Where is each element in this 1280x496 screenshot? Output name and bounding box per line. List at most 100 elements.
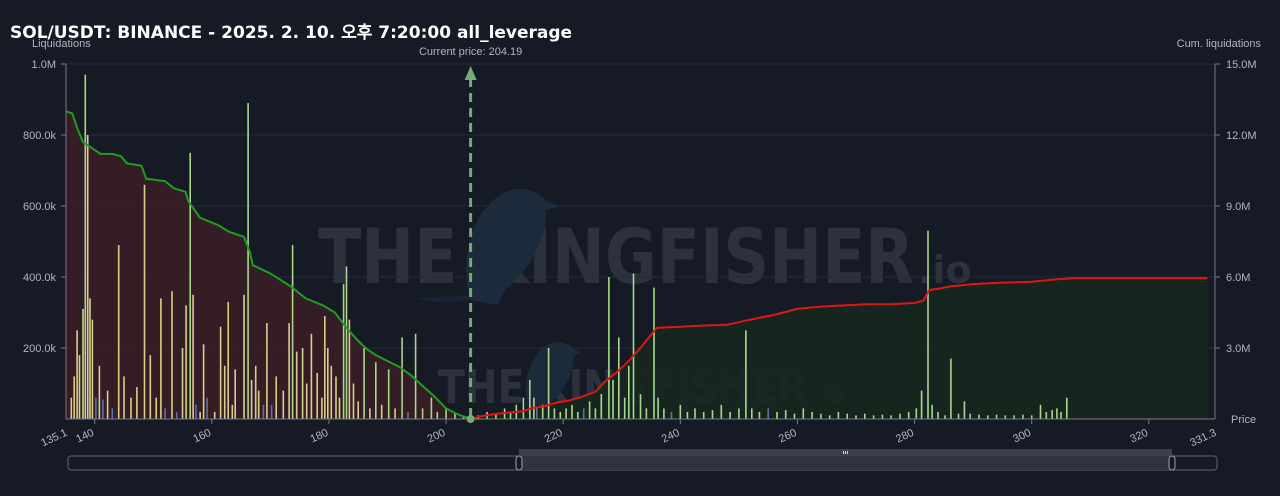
liquidation-bar (864, 413, 866, 419)
liquidation-bar (1056, 408, 1058, 419)
y-right-tick-label: 9.0M (1226, 201, 1250, 213)
x-tick-label: 300 (1011, 427, 1033, 446)
liquidation-bar (745, 330, 747, 420)
liquidation-bar (363, 348, 365, 419)
page-title: SOL/USDT: BINANCE - 2025. 2. 10. 오후 7:20… (10, 23, 573, 43)
liquidation-bar (618, 337, 620, 419)
liquidation-bar (559, 411, 562, 419)
navigator-left-handle[interactable] (515, 455, 523, 471)
liquidation-bar (522, 397, 525, 419)
liquidation-bar (117, 245, 120, 419)
liquidation-bar (628, 365, 630, 420)
liquidation-bar (143, 184, 146, 419)
liquidation-bar (394, 408, 396, 419)
liquidation-bar (937, 411, 939, 419)
liquidation-bar (645, 408, 648, 419)
liquidation-bar (91, 319, 94, 419)
liquidation-bar (192, 294, 194, 420)
liquidation-bar (181, 348, 184, 419)
liquidation-bar (95, 397, 97, 419)
liquidation-bar (588, 401, 591, 420)
liquidation-bar (784, 410, 787, 419)
liquidation-bar (612, 379, 614, 419)
range-navigator[interactable] (67, 449, 1218, 471)
liquidation-bar (907, 411, 910, 419)
liquidation-bar (547, 348, 550, 419)
liquidation-bar (541, 404, 544, 419)
liquidation-bar (316, 372, 318, 419)
liquidation-bar (1022, 414, 1024, 419)
liquidation-bar (1066, 397, 1068, 419)
liquidation-bar (357, 401, 359, 420)
liquidation-bar (639, 394, 642, 419)
liquidation-bar (776, 411, 778, 419)
liquidation-bar (369, 408, 371, 419)
liquidation-bar (811, 411, 813, 419)
liquidation-bar (199, 411, 201, 419)
liquidation-bar (702, 411, 705, 419)
liquidation-bar (301, 348, 304, 419)
liquidation-bar (445, 408, 447, 419)
liquidation-bar (73, 376, 75, 419)
liquidation-bar (969, 413, 971, 419)
liquidation-bar (565, 408, 567, 419)
liquidation-bar (430, 397, 433, 419)
liquidation-bar (189, 152, 191, 420)
liquidation-bar (553, 408, 556, 419)
liquidation-bar (282, 390, 285, 419)
liquidation-bar (380, 404, 383, 419)
current-price-label: Current price: 204.19 (419, 46, 522, 58)
liquidation-bar (1051, 410, 1053, 419)
long-cumulative-line (470, 277, 1208, 420)
y-tick-label: 200.0k (23, 343, 57, 355)
liquidation-bar (288, 323, 290, 419)
x-tick-label: 200 (426, 427, 448, 446)
liquidation-bar (653, 287, 655, 419)
x-axis-title: Price (1231, 414, 1256, 426)
liquidation-bar (436, 411, 439, 419)
liquidation-bar (820, 413, 822, 419)
liquidation-bar (657, 397, 659, 419)
liquidation-bar (266, 323, 268, 419)
liquidation-bar (758, 411, 761, 419)
x-tick-label: 240 (660, 427, 682, 446)
liquidation-bar (931, 404, 933, 419)
liquidation-bar (84, 74, 87, 419)
liquidation-bar (944, 415, 946, 419)
liquidation-bar (327, 348, 329, 419)
current-price-marker: Current price: 204.19 (419, 46, 522, 423)
liquidation-bar (881, 414, 884, 419)
liquidation-bar (149, 355, 152, 419)
liquidation-bar (729, 411, 731, 419)
liquidation-bar (751, 408, 753, 419)
liquidation-bar (632, 273, 635, 419)
liquidation-bar (305, 383, 308, 419)
current-price-arrow-icon (464, 66, 477, 80)
y-right-tick-label: 6.0M (1226, 272, 1250, 284)
liquidation-bar (223, 365, 226, 420)
liquidation-bar (130, 397, 132, 419)
liquidation-bar (407, 411, 409, 419)
liquidation-bar (686, 411, 689, 419)
y-tick-label: 1.0M (32, 59, 56, 71)
liquidation-bar (175, 411, 178, 419)
grip-icon[interactable] (843, 451, 848, 454)
liquidation-bar (1004, 415, 1007, 419)
navigator-selection[interactable] (519, 456, 1172, 470)
liquidation-bar (793, 413, 796, 419)
liquidation-bar (401, 337, 403, 419)
liquidation-bar (679, 404, 682, 419)
liquidation-bar (195, 404, 197, 419)
x-tick-label: 160 (191, 427, 213, 446)
long-liquidations-area (470, 278, 1208, 419)
liquidation-bar (310, 333, 313, 419)
liquidation-bar (70, 397, 73, 419)
liquidation-bar (206, 397, 208, 419)
liquidation-bar (582, 408, 585, 419)
current-price-dot (466, 415, 475, 423)
liquidation-bar (231, 404, 234, 419)
liquidation-bar (846, 413, 848, 419)
liquidation-bar (86, 135, 89, 419)
navigator-right-handle[interactable] (1168, 455, 1176, 471)
